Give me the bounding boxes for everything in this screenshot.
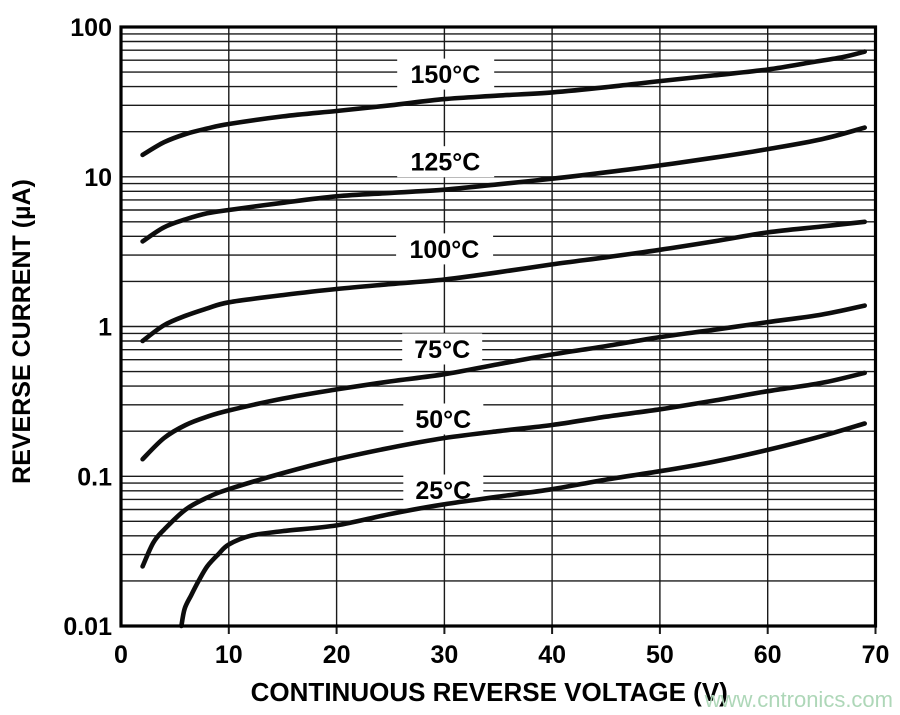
- x-tick-label: 60: [754, 641, 782, 669]
- x-tick-label: 10: [215, 641, 243, 669]
- curve-75C: [140, 303, 867, 462]
- curve-150C: [140, 49, 867, 158]
- y-tick-label: 0.01: [63, 613, 112, 641]
- x-tick-label: 0: [114, 641, 128, 669]
- x-tick-label: 70: [862, 641, 890, 669]
- watermark-text: www.cntronics.com: [704, 687, 893, 712]
- curve-label-box: [403, 403, 484, 435]
- y-tick-labels: 0.01 0.1 1 10 100: [63, 14, 112, 641]
- x-tick-label: 20: [323, 641, 351, 669]
- y-axis-title: REVERSE CURRENT (µA): [8, 179, 36, 484]
- curve-label-75C: 75°C: [414, 336, 470, 364]
- curve-label-25C: 25°C: [415, 477, 471, 505]
- curve-label-box: [397, 146, 495, 178]
- y-tick-label: 10: [84, 164, 112, 192]
- curve-label-50C: 50°C: [415, 406, 471, 434]
- curve-label-boxes: [396, 58, 495, 506]
- x-tick-label: 50: [646, 641, 674, 669]
- curve-label-150C: 150°C: [411, 61, 481, 89]
- y-tick-label: 0.1: [77, 463, 112, 491]
- curve-125C: [140, 125, 867, 244]
- curve-labels: 150°C 125°C 100°C 75°C 50°C 25°C: [410, 61, 481, 505]
- curve-label-100C: 100°C: [410, 236, 480, 264]
- x-tick-label: 40: [538, 641, 566, 669]
- curve-50C: [140, 370, 867, 569]
- curve-100C: [140, 219, 867, 344]
- curves: [140, 49, 867, 629]
- x-axis-title: CONTINUOUS REVERSE VOLTAGE (V): [251, 677, 728, 707]
- curve-label-box: [396, 233, 494, 265]
- curve-25C: [179, 421, 867, 629]
- x-tick-labels: 0 10 20 30 40 50 60 70: [114, 641, 889, 669]
- plot-frame: [119, 25, 878, 628]
- y-tick-label: 100: [70, 14, 112, 42]
- curve-label-125C: 125°C: [411, 149, 481, 177]
- x-tick-label: 30: [430, 641, 458, 669]
- curve-label-box: [402, 333, 483, 365]
- curve-label-box: [397, 58, 495, 90]
- y-tick-label: 1: [98, 314, 112, 342]
